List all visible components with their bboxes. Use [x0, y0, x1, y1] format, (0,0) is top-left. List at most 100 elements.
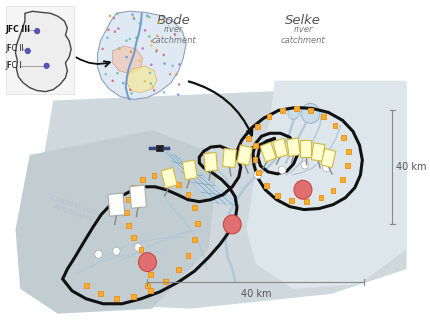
- FancyBboxPatch shape: [163, 279, 168, 285]
- FancyBboxPatch shape: [164, 175, 169, 180]
- Circle shape: [169, 73, 171, 75]
- Circle shape: [114, 30, 116, 33]
- FancyBboxPatch shape: [321, 148, 336, 168]
- Circle shape: [150, 64, 153, 66]
- Text: Selke: Selke: [285, 14, 321, 27]
- FancyBboxPatch shape: [6, 6, 74, 94]
- Circle shape: [130, 92, 133, 95]
- FancyBboxPatch shape: [145, 259, 150, 264]
- Circle shape: [301, 103, 320, 123]
- FancyBboxPatch shape: [254, 143, 258, 148]
- Circle shape: [113, 17, 115, 19]
- Circle shape: [129, 89, 132, 91]
- FancyBboxPatch shape: [176, 266, 181, 272]
- Circle shape: [174, 34, 176, 36]
- FancyBboxPatch shape: [280, 108, 285, 113]
- FancyBboxPatch shape: [126, 223, 131, 228]
- FancyBboxPatch shape: [149, 147, 156, 150]
- Circle shape: [104, 73, 107, 75]
- FancyBboxPatch shape: [252, 157, 257, 162]
- Circle shape: [138, 22, 141, 25]
- Circle shape: [131, 13, 134, 16]
- FancyBboxPatch shape: [176, 182, 181, 187]
- Circle shape: [133, 17, 135, 20]
- FancyBboxPatch shape: [308, 108, 313, 113]
- FancyBboxPatch shape: [152, 173, 157, 178]
- FancyBboxPatch shape: [331, 188, 335, 193]
- Circle shape: [150, 82, 152, 85]
- Polygon shape: [15, 11, 71, 92]
- FancyBboxPatch shape: [246, 136, 251, 141]
- Circle shape: [279, 166, 286, 174]
- Polygon shape: [127, 66, 157, 93]
- Circle shape: [111, 79, 114, 82]
- Circle shape: [135, 36, 138, 39]
- Circle shape: [25, 48, 31, 54]
- FancyBboxPatch shape: [141, 177, 145, 182]
- Circle shape: [107, 28, 110, 31]
- Circle shape: [122, 82, 125, 84]
- Circle shape: [254, 171, 261, 179]
- Circle shape: [148, 16, 150, 18]
- Circle shape: [301, 161, 309, 169]
- Circle shape: [101, 48, 104, 50]
- Circle shape: [138, 59, 141, 62]
- Circle shape: [150, 40, 153, 42]
- Circle shape: [132, 16, 135, 18]
- FancyBboxPatch shape: [294, 106, 299, 111]
- Text: river
catchment: river catchment: [281, 25, 325, 45]
- FancyBboxPatch shape: [186, 253, 190, 258]
- Circle shape: [134, 243, 142, 251]
- Circle shape: [163, 54, 165, 56]
- Circle shape: [172, 65, 174, 67]
- FancyBboxPatch shape: [192, 237, 197, 242]
- FancyBboxPatch shape: [321, 114, 326, 119]
- FancyBboxPatch shape: [273, 139, 288, 158]
- FancyBboxPatch shape: [341, 135, 346, 140]
- Text: river
catchment: river catchment: [151, 25, 196, 45]
- FancyBboxPatch shape: [311, 143, 325, 161]
- Circle shape: [149, 72, 151, 74]
- Text: JFC II: JFC II: [5, 45, 24, 54]
- Circle shape: [119, 48, 121, 51]
- Circle shape: [95, 250, 102, 258]
- Circle shape: [146, 15, 148, 17]
- FancyBboxPatch shape: [129, 185, 147, 208]
- Circle shape: [129, 38, 131, 40]
- Polygon shape: [162, 151, 240, 206]
- FancyBboxPatch shape: [333, 123, 338, 128]
- Circle shape: [118, 47, 120, 50]
- FancyBboxPatch shape: [156, 145, 163, 151]
- Circle shape: [125, 56, 128, 58]
- FancyBboxPatch shape: [287, 138, 300, 156]
- FancyBboxPatch shape: [192, 205, 197, 210]
- Circle shape: [323, 164, 330, 172]
- Circle shape: [174, 33, 176, 36]
- FancyBboxPatch shape: [138, 247, 143, 252]
- Polygon shape: [30, 86, 407, 309]
- Circle shape: [177, 93, 179, 96]
- FancyBboxPatch shape: [204, 152, 218, 172]
- Circle shape: [158, 21, 160, 24]
- FancyBboxPatch shape: [256, 171, 261, 175]
- FancyBboxPatch shape: [275, 193, 280, 198]
- Circle shape: [138, 253, 157, 272]
- Circle shape: [44, 63, 49, 68]
- FancyBboxPatch shape: [264, 183, 269, 188]
- FancyBboxPatch shape: [131, 235, 136, 240]
- FancyBboxPatch shape: [108, 193, 125, 216]
- Circle shape: [156, 49, 158, 52]
- Circle shape: [141, 47, 144, 50]
- Circle shape: [117, 27, 120, 30]
- FancyBboxPatch shape: [289, 198, 294, 203]
- FancyBboxPatch shape: [340, 177, 345, 182]
- FancyBboxPatch shape: [237, 145, 252, 165]
- Circle shape: [178, 83, 181, 86]
- FancyBboxPatch shape: [145, 284, 150, 288]
- FancyBboxPatch shape: [182, 160, 197, 180]
- FancyBboxPatch shape: [126, 197, 131, 202]
- Circle shape: [144, 80, 146, 83]
- FancyBboxPatch shape: [319, 195, 323, 200]
- Text: 40 km: 40 km: [396, 162, 427, 172]
- FancyBboxPatch shape: [124, 210, 129, 215]
